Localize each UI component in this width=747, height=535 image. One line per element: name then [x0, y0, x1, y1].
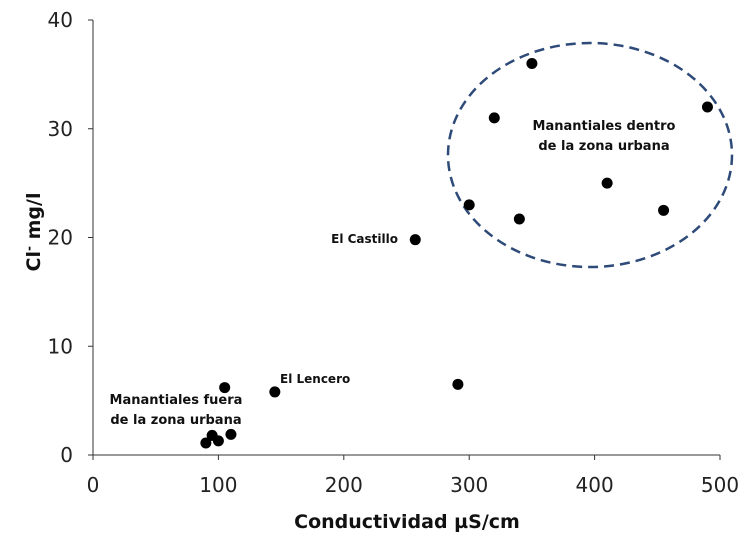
y-axis-title-unit: mg/l	[23, 193, 45, 246]
data-point	[409, 234, 421, 246]
annotation-el-lencero: El Lencero	[280, 372, 350, 386]
x-tick-label: 200	[325, 473, 363, 497]
x-tick-label: 400	[576, 473, 614, 497]
data-point	[463, 199, 475, 211]
x-axis-title: Conductividad µS/cm	[294, 511, 520, 533]
x-tick-label: 0	[87, 473, 100, 497]
data-point	[452, 378, 464, 390]
y-tick-label: 40	[48, 8, 73, 32]
x-tick-label: 300	[450, 473, 488, 497]
data-point	[513, 213, 525, 225]
annotation-urban-line2: de la zona urbana	[538, 139, 669, 154]
plot-area: 0 100 200 300 400 500 0 10 20 30 40	[48, 8, 740, 497]
data-point	[601, 177, 613, 189]
x-tick-label: 500	[701, 473, 739, 497]
x-tick-label: 100	[199, 473, 237, 497]
data-point	[269, 386, 281, 398]
y-axis-ticks: 0 10 20 30 40	[48, 8, 93, 467]
y-axis-title-main: Cl	[23, 251, 45, 271]
data-point	[200, 437, 212, 449]
annotation-el-castillo: El Castillo	[331, 232, 398, 246]
y-tick-label: 10	[48, 334, 73, 358]
annotation-outside-line2: de la zona urbana	[110, 413, 241, 428]
y-tick-label: 20	[48, 226, 73, 250]
data-point	[212, 435, 224, 447]
x-axis-ticks: 0 100 200 300 400 500	[87, 455, 739, 497]
y-axis-title-superscript: -	[22, 246, 36, 251]
urban-zone-ellipse	[446, 41, 734, 269]
data-point	[225, 428, 237, 440]
data-point	[526, 58, 538, 69]
data-point	[658, 204, 670, 216]
data-points	[200, 58, 713, 449]
annotation-outside-line1: Manantiales fuera	[110, 393, 243, 408]
annotation-urban-line1: Manantiales dentro	[533, 119, 676, 134]
data-point	[488, 112, 500, 124]
y-tick-label: 0	[60, 443, 73, 467]
y-axis-title: Cl- mg/l	[22, 193, 45, 272]
y-tick-label: 30	[48, 117, 73, 141]
data-point	[219, 382, 231, 394]
data-point	[701, 101, 713, 113]
